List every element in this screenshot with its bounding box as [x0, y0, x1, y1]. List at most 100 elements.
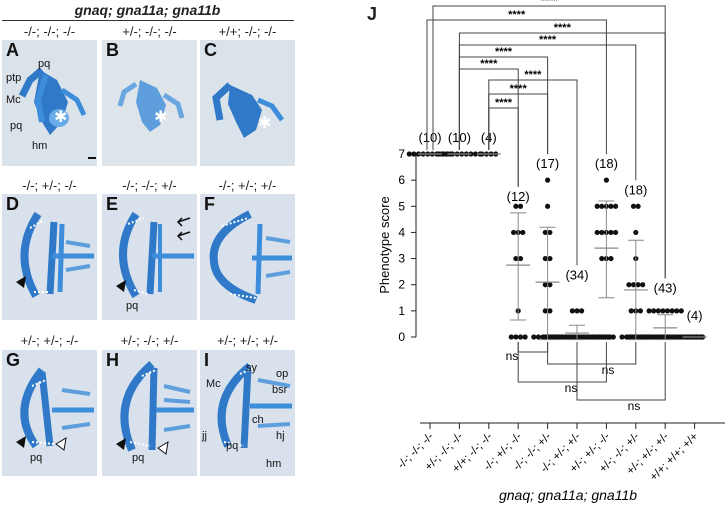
data-point: [691, 334, 697, 340]
data-point: [449, 151, 456, 157]
anatomy-pq-h: pq: [132, 452, 145, 464]
data-point: [540, 334, 546, 340]
genotype-label-a: -/-; -/-; -/-: [23, 24, 76, 39]
data-point: [605, 334, 611, 340]
data-point: [454, 151, 460, 157]
genotype-label-d: -/-; +/-; -/-: [22, 178, 77, 193]
n-count: (10): [448, 130, 471, 145]
data-point: [633, 255, 639, 262]
data-point: [626, 282, 632, 288]
anatomy-bsr: bsr: [272, 384, 288, 396]
data-point: [600, 334, 607, 340]
significance-bracket: [432, 5, 666, 279]
x-tick-label: +/-; -/-; +/-: [597, 431, 642, 476]
significance-label: ****: [495, 97, 513, 109]
data-point: [561, 334, 567, 340]
anatomy-ptp: ptp: [6, 72, 22, 84]
data-point: [513, 255, 519, 262]
data-point: [671, 334, 677, 340]
data-point: [578, 334, 585, 340]
data-point: [599, 255, 605, 262]
anatomy-op: op: [276, 368, 289, 380]
data-point: [592, 334, 598, 340]
data-point: [642, 334, 649, 340]
anatomy-mc-i: Mc: [206, 378, 221, 390]
data-point: [438, 151, 445, 157]
data-point: [547, 255, 553, 262]
data-point: [547, 282, 553, 288]
significance-label: ****: [554, 22, 572, 34]
y-tick-label: 7: [398, 147, 405, 161]
data-point: [549, 334, 555, 340]
panel-f-image: [200, 194, 295, 320]
data-point: [541, 334, 547, 340]
data-point: [581, 334, 587, 340]
data-point: [420, 151, 426, 157]
n-count: (17): [536, 156, 559, 171]
data-point: [556, 334, 563, 340]
data-point: [660, 308, 666, 314]
anatomy-hj: hj: [276, 430, 285, 442]
data-point: [628, 308, 634, 314]
data-point: [610, 334, 616, 340]
data-point: [642, 334, 648, 340]
data-point: [635, 282, 641, 288]
data-point: [685, 334, 691, 340]
data-point: [513, 334, 519, 340]
data-point: [559, 334, 565, 340]
data-point: [468, 151, 474, 157]
significance-bracket: [426, 19, 607, 155]
data-point: [570, 334, 576, 340]
y-tick-label: 1: [398, 304, 405, 318]
data-point: [479, 151, 485, 157]
ns-label: ns: [565, 381, 578, 395]
data-point: [425, 151, 431, 157]
anatomy-pq-g: pq: [30, 452, 43, 464]
data-point: [603, 229, 610, 236]
data-point: [638, 334, 644, 340]
x-tick-label: +/+; -/-; -/-: [450, 431, 495, 476]
data-point: [635, 203, 641, 209]
data-point: [576, 334, 582, 340]
data-point: [684, 334, 690, 340]
data-point: [583, 334, 589, 340]
data-point: [579, 308, 585, 314]
data-point: [651, 334, 657, 340]
data-point: [415, 151, 422, 157]
data-point: [440, 151, 446, 157]
x-tick-label: -/-; -/-; -/-: [396, 431, 437, 472]
data-point: [637, 334, 644, 340]
ns-label: ns: [506, 349, 519, 363]
genotype-label-i: +/-; +/-; +/-: [216, 333, 279, 348]
genotype-label-e: -/-; -/-; +/-: [122, 178, 177, 193]
data-point: [552, 334, 558, 340]
data-point: [637, 308, 644, 314]
panel-label-e: E: [106, 194, 119, 214]
ns-label: ns: [628, 399, 641, 413]
data-point: [585, 334, 591, 340]
significance-label: ****: [541, 0, 559, 7]
panel-label-c: C: [204, 40, 217, 60]
data-point: [472, 151, 479, 157]
y-tick-label: 3: [398, 252, 405, 266]
data-point: [448, 151, 454, 157]
data-point: [548, 334, 554, 340]
data-point: [434, 151, 440, 157]
y-tick-label: 6: [398, 173, 405, 187]
data-point: [669, 308, 675, 314]
data-point: [545, 334, 552, 340]
data-point: [596, 334, 603, 340]
data-point: [694, 334, 700, 340]
data-point: [603, 255, 610, 262]
data-point: [636, 334, 642, 340]
panel-label-b: B: [106, 40, 119, 60]
data-point: [558, 334, 565, 340]
genotype-label-h: +/-; -/-; +/-: [120, 333, 179, 348]
anatomy-sy: sy: [246, 362, 257, 374]
data-point: [640, 334, 646, 340]
svg-text:✱: ✱: [154, 107, 167, 126]
significance-label: ****: [510, 83, 528, 95]
data-point: [633, 229, 639, 236]
data-point: [515, 308, 521, 314]
data-point: [647, 334, 653, 340]
